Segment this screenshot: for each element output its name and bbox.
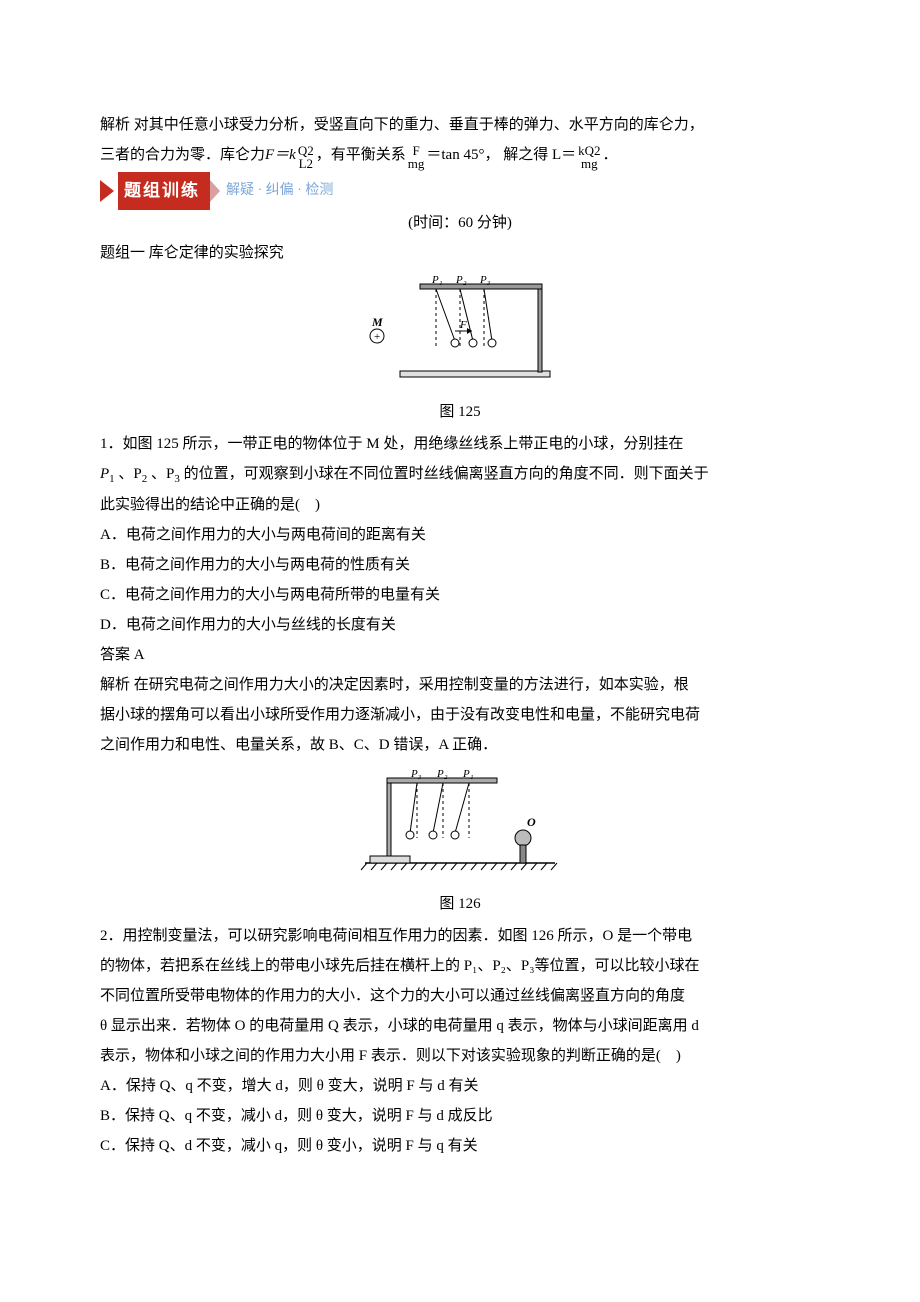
q2-stem-4: θ 显示出来．若物体 O 的电荷量用 Q 表示，小球的电荷量用 q 表示，物体与… bbox=[100, 1011, 820, 1041]
text: P bbox=[100, 466, 109, 482]
banner-arrow-icon bbox=[100, 180, 114, 202]
explanation-line-2: 三者的合力为零．库仑力 F＝k Q2 L2 ，有平衡关系 F mg ＝tan 4… bbox=[100, 140, 820, 170]
fraction-2: F mg bbox=[408, 144, 425, 170]
denominator: mg bbox=[581, 157, 598, 170]
figure-126-caption: 图 126 bbox=[100, 889, 820, 919]
q2-stem-3: 不同位置所受带电物体的作用力的大小．这个力的大小可以通过丝线偏离竖直方向的角度 bbox=[100, 981, 820, 1011]
svg-text:+: + bbox=[374, 331, 380, 343]
text: 的位置，可观察到小球在不同位置时丝线偏离竖直方向的角度不同．则下面关于 bbox=[184, 466, 709, 482]
denominator: mg bbox=[408, 157, 425, 170]
text: ，有平衡关系 bbox=[316, 140, 406, 170]
svg-text:M: M bbox=[371, 315, 383, 329]
text: 、P bbox=[118, 466, 141, 482]
q1-explanation-3: 之间作用力和电性、电量关系，故 B、C、D 错误，A 正确． bbox=[100, 730, 820, 760]
figure-125-caption: 图 125 bbox=[100, 397, 820, 427]
banner-triangle-icon bbox=[210, 180, 220, 202]
svg-text:O: O bbox=[527, 815, 536, 829]
fraction-3: kQ2 mg bbox=[578, 144, 600, 170]
banner-title: 题组训练 bbox=[118, 172, 210, 210]
formula-F: F＝k bbox=[265, 140, 296, 170]
time-note: (时间：60 分钟) bbox=[100, 208, 820, 238]
explanation-line-1: 解析 对其中任意小球受力分析，受竖直向下的重力、垂直于棒的弹力、水平方向的库仑力… bbox=[100, 110, 820, 140]
figure-126: P₃ P₂ P₁ O 图 126 bbox=[100, 768, 820, 919]
q1-option-c: C．电荷之间作用力的大小与两电荷所带的电量有关 bbox=[100, 580, 820, 610]
svg-text:F: F bbox=[459, 319, 467, 331]
sub: 2 bbox=[142, 473, 148, 485]
sub: 3 bbox=[174, 473, 180, 485]
q2-option-b: B．保持 Q、q 不变，减小 d，则 θ 变大，说明 F 与 d 成反比 bbox=[100, 1101, 820, 1131]
q2-option-c: C．保持 Q、d 不变，减小 q，则 θ 变小，说明 F 与 q 有关 bbox=[100, 1131, 820, 1161]
group-title: 题组一 库仑定律的实验探究 bbox=[100, 238, 820, 268]
q1-stem-1: 1．如图 125 所示，一带正电的物体位于 M 处，用绝缘丝线系上带正电的小球，… bbox=[100, 429, 820, 459]
figure-125-svg: P₁ P₂ P₃ F M + bbox=[360, 276, 560, 386]
q1-answer: 答案 A bbox=[100, 640, 820, 670]
text: ． bbox=[603, 140, 618, 170]
q1-stem-2: P1 、P2 、P3 的位置，可观察到小球在不同位置时丝线偏离竖直方向的角度不同… bbox=[100, 459, 820, 490]
svg-text:P₂: P₂ bbox=[455, 276, 467, 286]
q2-option-a: A．保持 Q、q 不变，增大 d，则 θ 变大，说明 F 与 d 有关 bbox=[100, 1071, 820, 1101]
text: ＝tan 45°， 解之得 L＝ bbox=[426, 140, 576, 170]
section-banner: 题组训练 解疑 · 纠偏 · 检测 bbox=[100, 178, 820, 204]
svg-text:P₂: P₂ bbox=[436, 768, 448, 780]
q2-stem-1: 2．用控制变量法，可以研究影响电荷间相互作用力的因素．如图 126 所示，O 是… bbox=[100, 921, 820, 951]
fraction-1: Q2 L2 bbox=[298, 144, 314, 170]
q1-option-d: D．电荷之间作用力的大小与丝线的长度有关 bbox=[100, 610, 820, 640]
q2-stem-5: 表示，物体和小球之间的作用力大小用 F 表示．则以下对该实验现象的判断正确的是(… bbox=[100, 1041, 820, 1071]
text: 、P bbox=[151, 466, 174, 482]
figure-126-svg: P₃ P₂ P₁ O bbox=[355, 768, 565, 878]
denominator: L2 bbox=[299, 157, 313, 170]
svg-text:P₁: P₁ bbox=[431, 276, 443, 286]
svg-text:P₁: P₁ bbox=[462, 768, 474, 780]
q1-option-b: B．电荷之间作用力的大小与两电荷的性质有关 bbox=[100, 550, 820, 580]
q1-explanation-1: 解析 在研究电荷之间作用力大小的决定因素时，采用控制变量的方法进行，如本实验，根 bbox=[100, 670, 820, 700]
sub: 1 bbox=[109, 473, 115, 485]
q1-stem-3: 此实验得出的结论中正确的是( ) bbox=[100, 490, 820, 520]
q2-stem-2: 的物体，若把系在丝线上的带电小球先后挂在横杆上的 P₁、P₂、P₃等位置，可以比… bbox=[100, 951, 820, 981]
text: 三者的合力为零．库仑力 bbox=[100, 140, 265, 170]
svg-text:P₃: P₃ bbox=[410, 768, 422, 780]
banner-subtitle: 解疑 · 纠偏 · 检测 bbox=[226, 177, 333, 205]
q1-explanation-2: 据小球的摆角可以看出小球所受作用力逐渐减小，由于没有改变电性和电量，不能研究电荷 bbox=[100, 700, 820, 730]
figure-125: P₁ P₂ P₃ F M + 图 125 bbox=[100, 276, 820, 427]
q1-option-a: A．电荷之间作用力的大小与两电荷间的距离有关 bbox=[100, 520, 820, 550]
svg-text:P₃: P₃ bbox=[479, 276, 491, 286]
